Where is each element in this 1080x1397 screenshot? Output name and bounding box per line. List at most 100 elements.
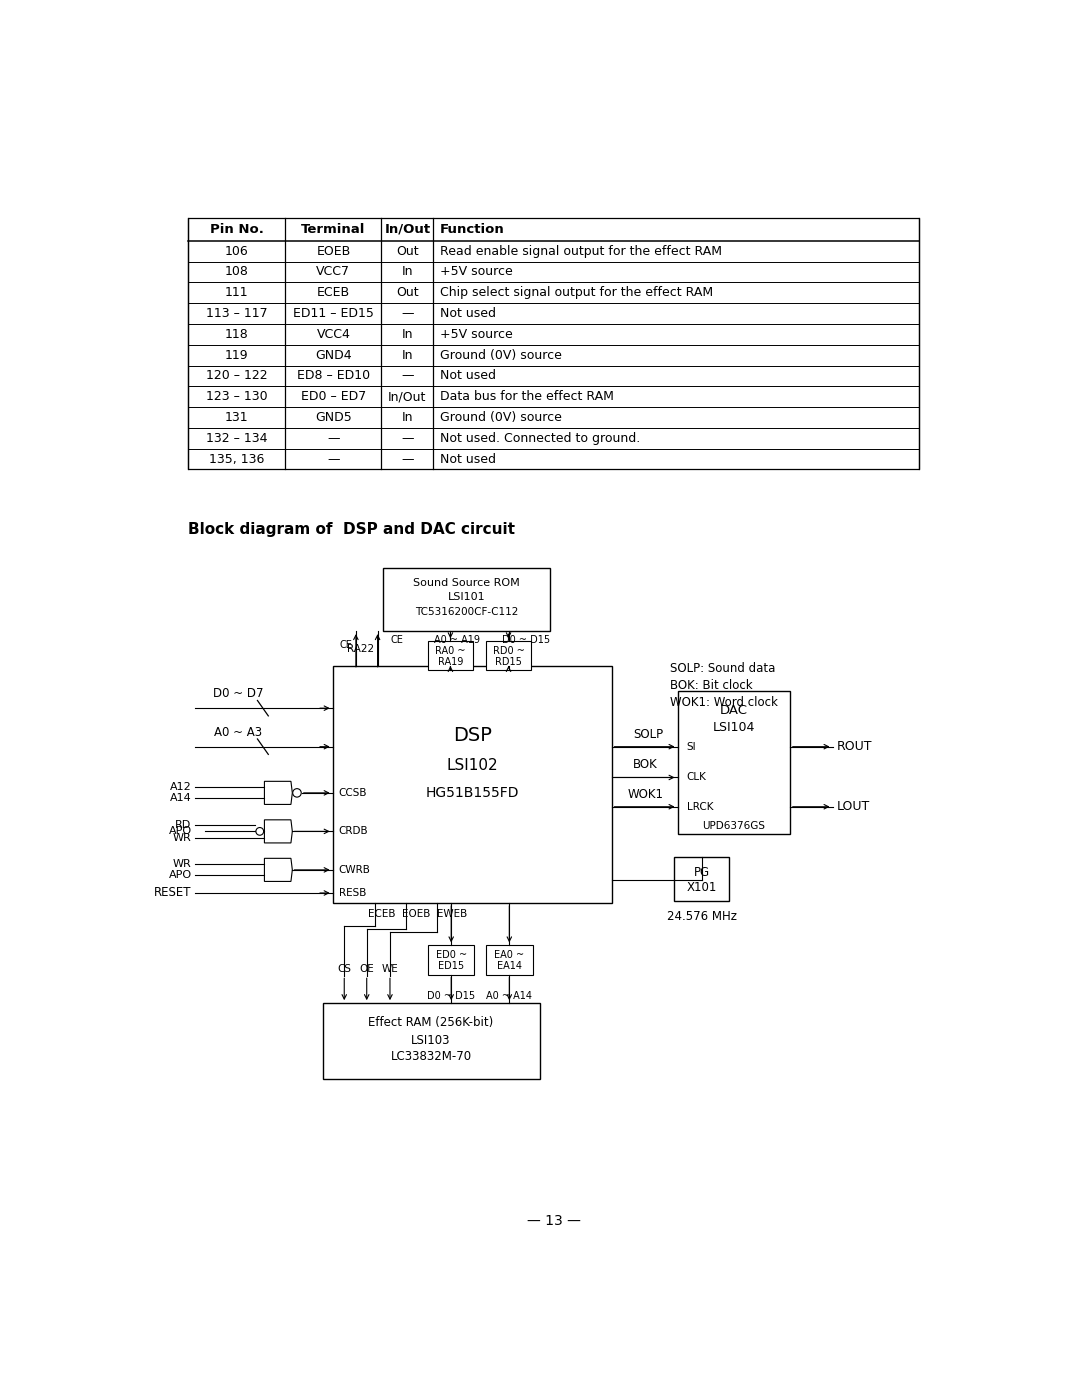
Text: —: — bbox=[401, 432, 414, 444]
Text: —: — bbox=[401, 453, 414, 465]
Text: 111: 111 bbox=[225, 286, 248, 299]
Bar bbox=[383, 569, 550, 631]
Text: ED0 – ED7: ED0 – ED7 bbox=[300, 390, 366, 404]
Text: VCC4: VCC4 bbox=[316, 328, 350, 341]
Text: CRDB: CRDB bbox=[339, 827, 368, 837]
Bar bbox=[188, 218, 919, 469]
Text: LSI102: LSI102 bbox=[446, 759, 498, 774]
Circle shape bbox=[293, 789, 301, 798]
Text: Data bus for the effect RAM: Data bus for the effect RAM bbox=[440, 390, 613, 404]
Text: CCSB: CCSB bbox=[339, 788, 367, 798]
Text: 113 – 117: 113 – 117 bbox=[205, 307, 268, 320]
Text: 106: 106 bbox=[225, 244, 248, 257]
Text: In/Out: In/Out bbox=[384, 222, 431, 236]
Bar bbox=[333, 666, 611, 902]
Polygon shape bbox=[265, 858, 293, 882]
Text: A14: A14 bbox=[170, 793, 191, 803]
Text: CWRB: CWRB bbox=[339, 865, 370, 875]
Text: RD: RD bbox=[175, 820, 191, 830]
Bar bbox=[428, 641, 473, 671]
Text: ED15: ED15 bbox=[438, 961, 464, 971]
Text: APO: APO bbox=[168, 827, 191, 837]
Text: WOK1: Word clock: WOK1: Word clock bbox=[670, 696, 778, 708]
Text: LC33832M-70: LC33832M-70 bbox=[391, 1051, 472, 1063]
Bar bbox=[323, 1003, 540, 1078]
Text: Function: Function bbox=[440, 222, 504, 236]
Text: SI: SI bbox=[687, 742, 697, 752]
Text: A0 ~ A14: A0 ~ A14 bbox=[486, 990, 532, 1000]
Text: Terminal: Terminal bbox=[301, 222, 366, 236]
Text: D0 ~ D15: D0 ~ D15 bbox=[502, 636, 551, 645]
Bar bbox=[677, 692, 789, 834]
Text: +5V source: +5V source bbox=[440, 265, 512, 278]
Text: A12: A12 bbox=[170, 782, 191, 792]
Text: LSI103: LSI103 bbox=[411, 1034, 450, 1046]
Text: CE: CE bbox=[391, 636, 404, 645]
Text: Block diagram of  DSP and DAC circuit: Block diagram of DSP and DAC circuit bbox=[188, 522, 515, 536]
Text: RA19: RA19 bbox=[437, 657, 463, 666]
Text: WE: WE bbox=[381, 964, 399, 974]
Text: LSI101: LSI101 bbox=[447, 592, 485, 602]
Text: 119: 119 bbox=[225, 349, 248, 362]
Text: SOLP: SOLP bbox=[633, 728, 663, 740]
Text: RD15: RD15 bbox=[495, 657, 522, 666]
Text: 123 – 130: 123 – 130 bbox=[205, 390, 268, 404]
Text: RA22: RA22 bbox=[347, 644, 374, 654]
Text: LOUT: LOUT bbox=[836, 800, 869, 813]
Text: —: — bbox=[401, 369, 414, 383]
Text: RESB: RESB bbox=[339, 888, 366, 898]
Text: CS: CS bbox=[337, 964, 351, 974]
Text: UPD6376GS: UPD6376GS bbox=[702, 821, 766, 831]
Text: HG51B155FD: HG51B155FD bbox=[426, 787, 518, 800]
Text: EA0 ~: EA0 ~ bbox=[495, 950, 525, 960]
Text: OE: OE bbox=[360, 964, 374, 974]
Text: RA0 ~: RA0 ~ bbox=[435, 647, 465, 657]
Text: ECEB: ECEB bbox=[316, 286, 350, 299]
Text: CE: CE bbox=[339, 640, 352, 651]
Text: DAC: DAC bbox=[719, 704, 747, 717]
Text: X101: X101 bbox=[686, 882, 717, 894]
Text: ED0 ~: ED0 ~ bbox=[435, 950, 467, 960]
Text: —: — bbox=[327, 432, 339, 444]
Text: SOLP: Sound data: SOLP: Sound data bbox=[670, 662, 775, 675]
Text: A0 ~ A3: A0 ~ A3 bbox=[214, 726, 262, 739]
Text: GND4: GND4 bbox=[315, 349, 352, 362]
Bar bbox=[486, 946, 532, 975]
Text: Out: Out bbox=[396, 286, 419, 299]
Text: ROUT: ROUT bbox=[836, 740, 872, 753]
Text: LSI104: LSI104 bbox=[713, 721, 755, 733]
Text: 135, 136: 135, 136 bbox=[208, 453, 265, 465]
Text: —: — bbox=[327, 453, 339, 465]
Text: DSP: DSP bbox=[453, 725, 491, 745]
Text: Chip select signal output for the effect RAM: Chip select signal output for the effect… bbox=[440, 286, 713, 299]
Text: WOK1: WOK1 bbox=[627, 788, 663, 800]
Text: ECEB  EOEB  EWEB: ECEB EOEB EWEB bbox=[367, 909, 467, 919]
Bar bbox=[428, 946, 474, 975]
Text: CLK: CLK bbox=[687, 773, 706, 782]
Text: In: In bbox=[402, 349, 414, 362]
Text: APO: APO bbox=[168, 870, 191, 880]
Text: 131: 131 bbox=[225, 411, 248, 425]
Text: A0 ~ A19: A0 ~ A19 bbox=[434, 636, 480, 645]
Text: 118: 118 bbox=[225, 328, 248, 341]
Text: D0 ~ D7: D0 ~ D7 bbox=[213, 687, 264, 700]
Bar bbox=[486, 641, 531, 671]
Bar bbox=[674, 856, 729, 901]
Text: Sound Source ROM: Sound Source ROM bbox=[413, 578, 519, 588]
Text: Effect RAM (256K-bit): Effect RAM (256K-bit) bbox=[368, 1016, 494, 1028]
Text: ED8 – ED10: ED8 – ED10 bbox=[297, 369, 370, 383]
Text: Out: Out bbox=[396, 244, 419, 257]
Text: D0 ~ D15: D0 ~ D15 bbox=[427, 990, 475, 1000]
Text: 120 – 122: 120 – 122 bbox=[205, 369, 268, 383]
Text: 108: 108 bbox=[225, 265, 248, 278]
Text: Not used. Connected to ground.: Not used. Connected to ground. bbox=[440, 432, 639, 444]
Text: In: In bbox=[402, 265, 414, 278]
Text: Read enable signal output for the effect RAM: Read enable signal output for the effect… bbox=[440, 244, 721, 257]
Text: LRCK: LRCK bbox=[687, 802, 713, 812]
Text: Not used: Not used bbox=[440, 369, 496, 383]
Text: EOEB: EOEB bbox=[316, 244, 351, 257]
Text: TC5316200CF-C112: TC5316200CF-C112 bbox=[415, 606, 518, 617]
Circle shape bbox=[256, 827, 264, 835]
Text: WR: WR bbox=[173, 833, 191, 842]
Text: —: — bbox=[401, 307, 414, 320]
